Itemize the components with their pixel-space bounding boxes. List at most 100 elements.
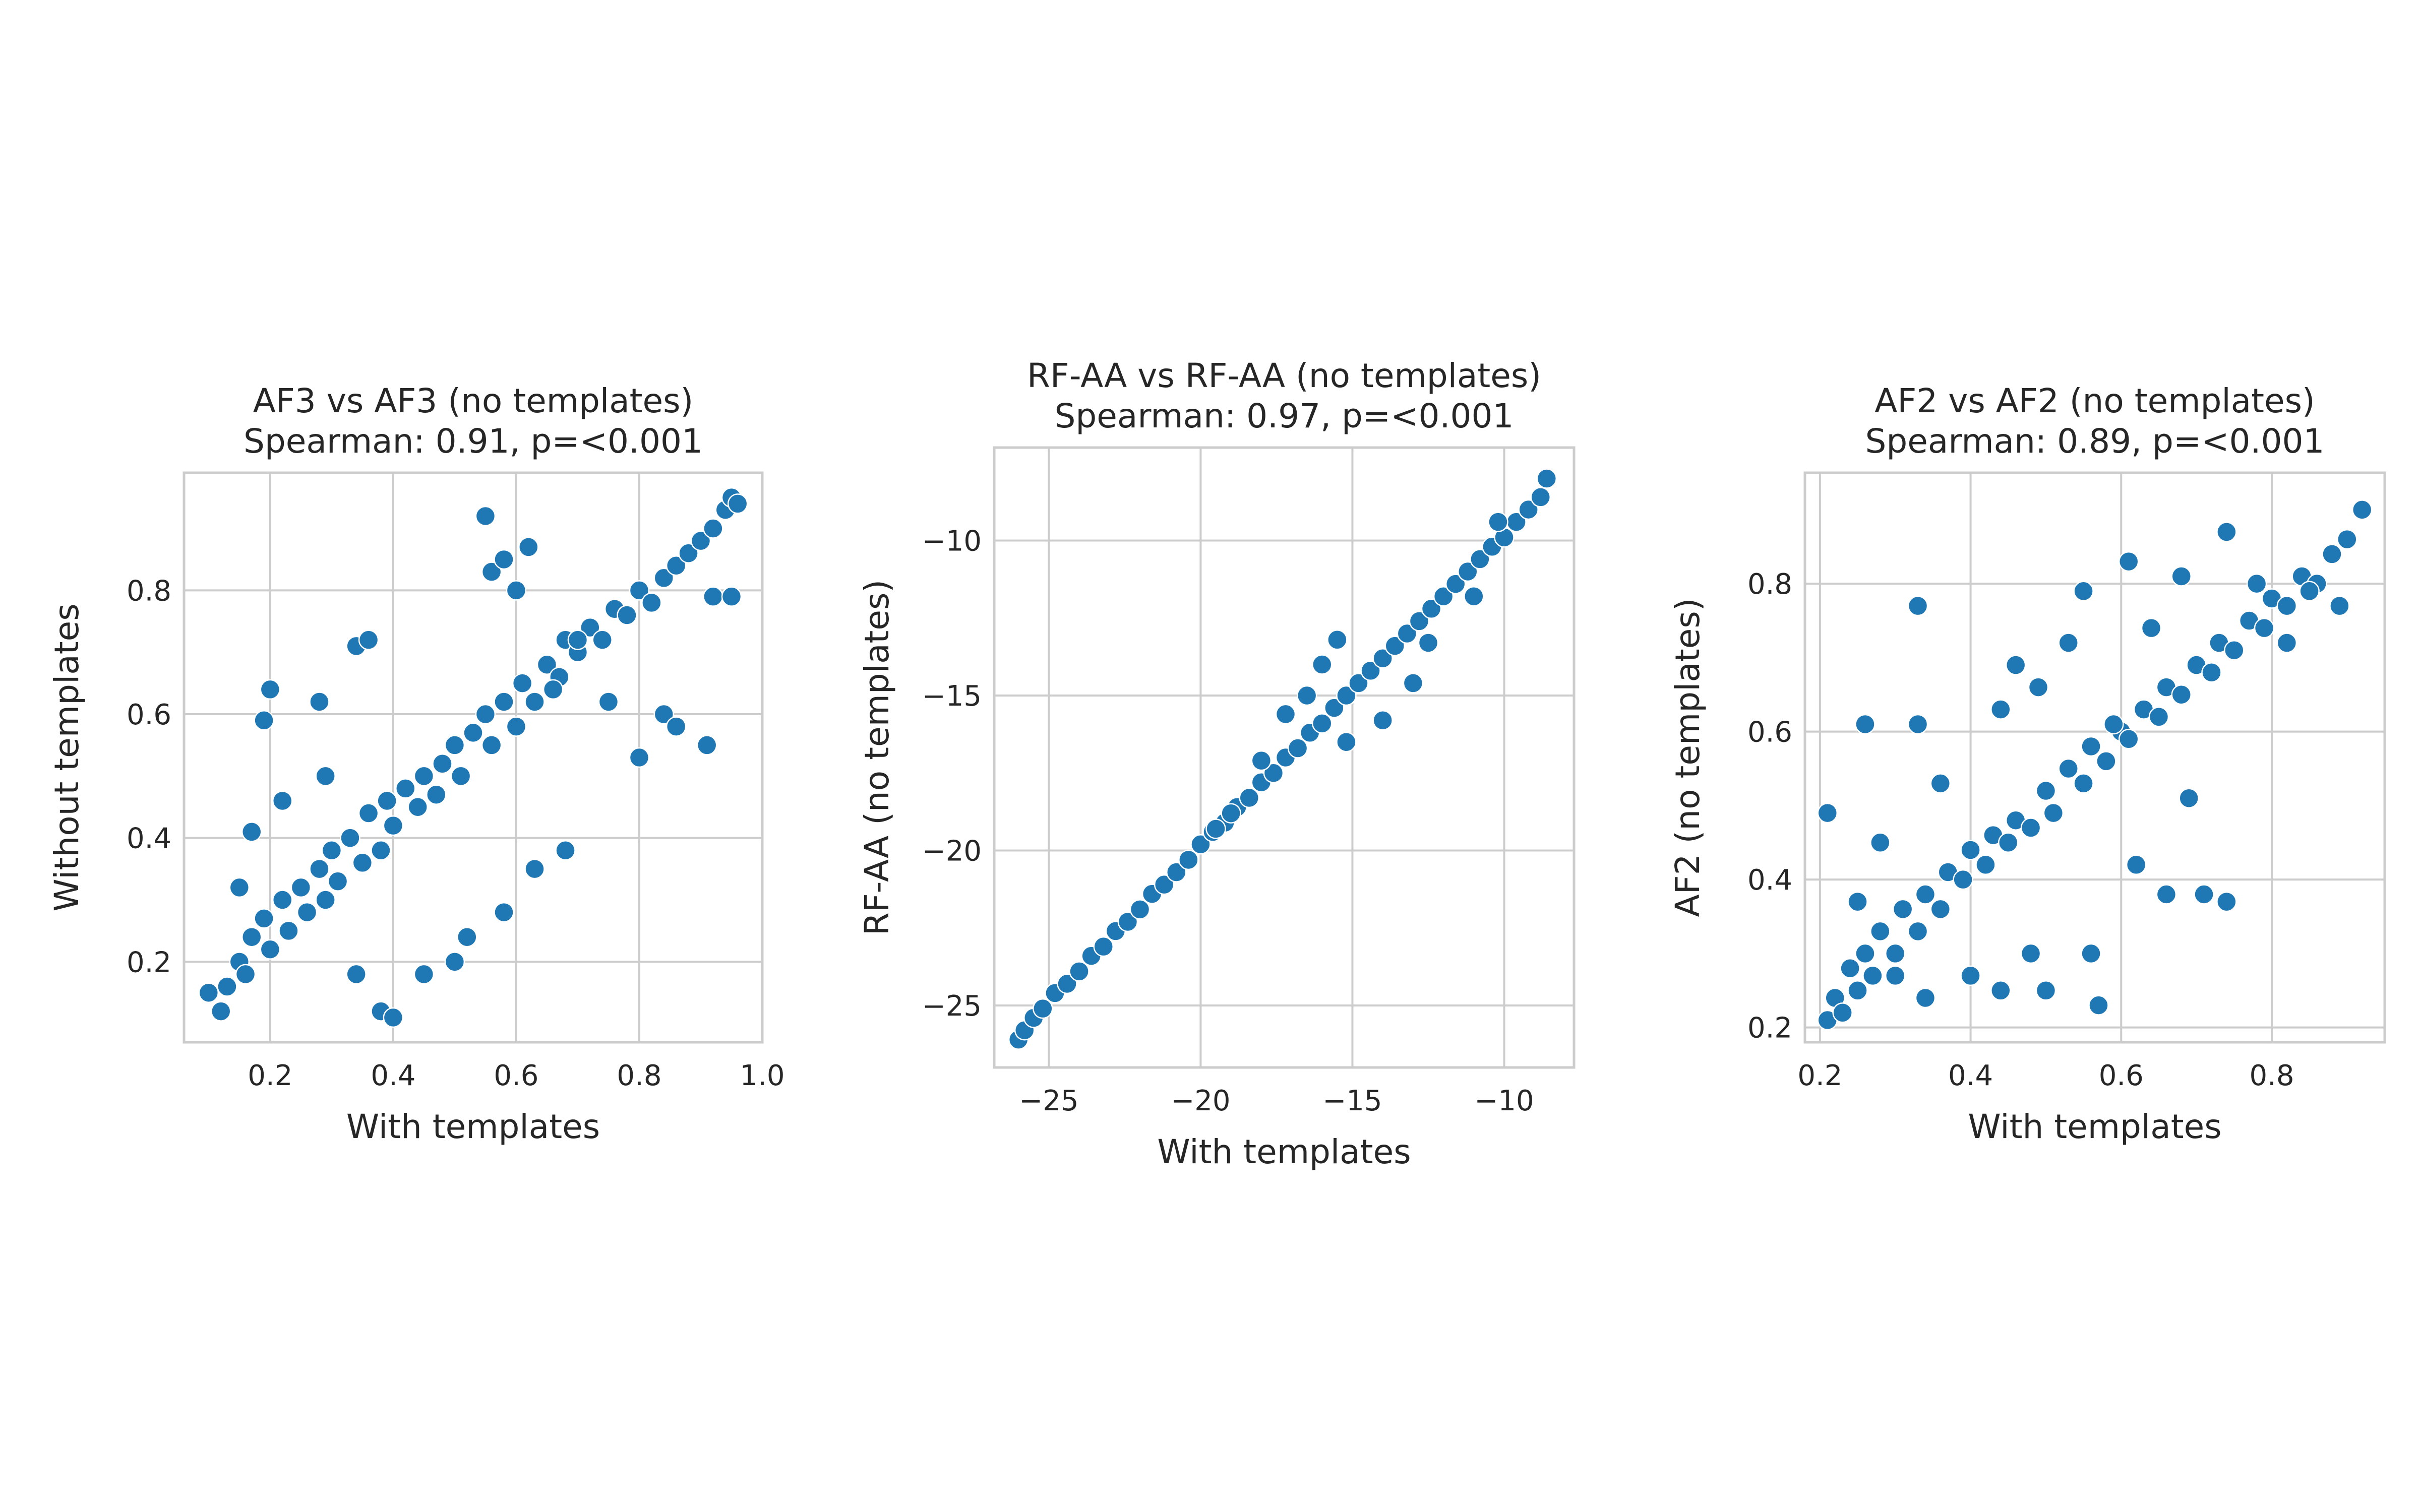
scatter-point — [653, 704, 675, 725]
scatter-point — [1907, 595, 1928, 616]
scatter-point — [1953, 869, 1973, 890]
scatter-point — [1287, 738, 1308, 759]
scatter-point — [2171, 566, 2192, 587]
scatter-point — [2073, 773, 2094, 794]
scatter-point — [481, 735, 502, 755]
scatter-point — [278, 920, 299, 941]
scatter-point — [542, 679, 564, 700]
scatter-point — [1817, 802, 1838, 824]
scatter-point — [340, 828, 360, 848]
y-tick-label: −15 — [922, 680, 982, 713]
x-axis-label: With templates — [1157, 1132, 1411, 1171]
scatter-point — [260, 939, 281, 960]
x-tick-label: 0.4 — [1948, 1059, 1993, 1092]
scatter-point — [1221, 803, 1241, 824]
scatter-point — [536, 654, 558, 675]
scatter-point — [1847, 980, 1868, 1001]
scatter-point — [413, 964, 435, 985]
scatter-point — [1998, 832, 2019, 853]
scatter-point — [1117, 911, 1138, 932]
scatter-point — [1862, 965, 1883, 986]
y-tick-label: 0.8 — [1747, 568, 1792, 601]
scatter-point — [1057, 973, 1077, 994]
scatter-point — [1312, 654, 1333, 675]
scatter-point — [2020, 817, 2041, 838]
plot-frame — [183, 471, 764, 1044]
scatter-point — [229, 877, 250, 898]
scatter-point — [2254, 617, 2275, 639]
scatter-point — [254, 710, 274, 731]
scatter-point — [1840, 958, 1860, 979]
scatter-point — [315, 766, 336, 787]
scatter-point — [444, 952, 465, 972]
x-tick-label: 0.6 — [2099, 1059, 2144, 1092]
scatter-point — [1205, 818, 1226, 839]
scatter-point — [703, 586, 723, 607]
scatter-point — [1421, 598, 1442, 619]
scatter-point — [580, 617, 600, 638]
scatter-point — [309, 858, 330, 879]
scatter-point — [2141, 617, 2162, 639]
scatter-point — [2329, 595, 2350, 616]
scatter-point — [1518, 499, 1539, 520]
scatter-point — [1870, 832, 1891, 853]
scatter-point — [567, 629, 588, 650]
scatter-point — [721, 586, 742, 607]
scatter-point — [2020, 943, 2041, 964]
scatter-point — [395, 778, 416, 799]
scatter-point — [2337, 529, 2357, 550]
scatter-point — [2179, 788, 2199, 808]
panel-title: AF3 vs AF3 (no templates) — [253, 382, 694, 420]
scatter-point — [272, 890, 293, 910]
scatter-point — [383, 1007, 404, 1028]
x-tick-label: 0.4 — [371, 1059, 415, 1092]
y-axis-label: AF2 (no templates) — [1668, 598, 1707, 917]
scatter-point — [383, 815, 404, 836]
scatter-point — [1403, 673, 1424, 694]
scatter-point — [309, 691, 330, 712]
scatter-point — [413, 766, 435, 787]
panel-rf-aa: −25 −20 −15 −10 −25 −20 −15 −10 RF-AA vs RF-AA (… — [858, 356, 1576, 1171]
scatter-point — [1360, 660, 1381, 681]
scatter-point — [1960, 840, 1981, 860]
y-tick-label: 0.6 — [1747, 716, 1792, 749]
scatter-point — [494, 691, 514, 712]
scatter-point — [1433, 586, 1454, 607]
scatter-point — [1445, 574, 1466, 594]
scatter-point — [641, 592, 662, 613]
scatter-point — [1855, 714, 1876, 735]
scatter-point — [2216, 891, 2237, 912]
scatter-point — [2096, 751, 2116, 772]
scatter-point — [506, 580, 527, 601]
scatter-point — [1960, 965, 1981, 986]
scatter-point — [377, 790, 397, 811]
scatter-point — [1327, 629, 1348, 650]
scatter-point — [1397, 623, 1418, 644]
scatter-point — [1324, 698, 1345, 718]
scatter-point — [475, 704, 496, 725]
scatter-point — [321, 840, 342, 861]
scatter-point — [696, 735, 717, 755]
scatter-point — [1033, 998, 1053, 1019]
scatter-point — [260, 679, 281, 700]
scatter-point — [1239, 787, 1260, 808]
scatter-point — [2171, 684, 2192, 705]
scatter-point — [2081, 736, 2101, 757]
scatter-point — [1530, 487, 1551, 508]
scatter-point — [1907, 921, 1928, 942]
scatter-point — [703, 518, 723, 539]
scatter-point — [2148, 707, 2169, 727]
scatter-point — [1178, 849, 1199, 870]
scatter-point — [1458, 561, 1478, 582]
scatter-point — [2118, 729, 2139, 749]
scatter-point — [2194, 884, 2214, 905]
scatter-point — [1975, 854, 1996, 875]
panel-title: RF-AA vs RF-AA (no templates) — [1027, 356, 1541, 395]
scatter-point — [346, 964, 367, 985]
scatter-point — [352, 852, 373, 873]
scatter-point — [2126, 854, 2147, 875]
scatter-point — [296, 902, 318, 923]
scatter-point — [1847, 891, 1868, 912]
scatter-point — [555, 840, 576, 861]
